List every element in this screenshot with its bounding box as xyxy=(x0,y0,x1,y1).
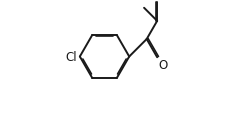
Text: Cl: Cl xyxy=(65,51,77,63)
Text: O: O xyxy=(159,59,168,72)
